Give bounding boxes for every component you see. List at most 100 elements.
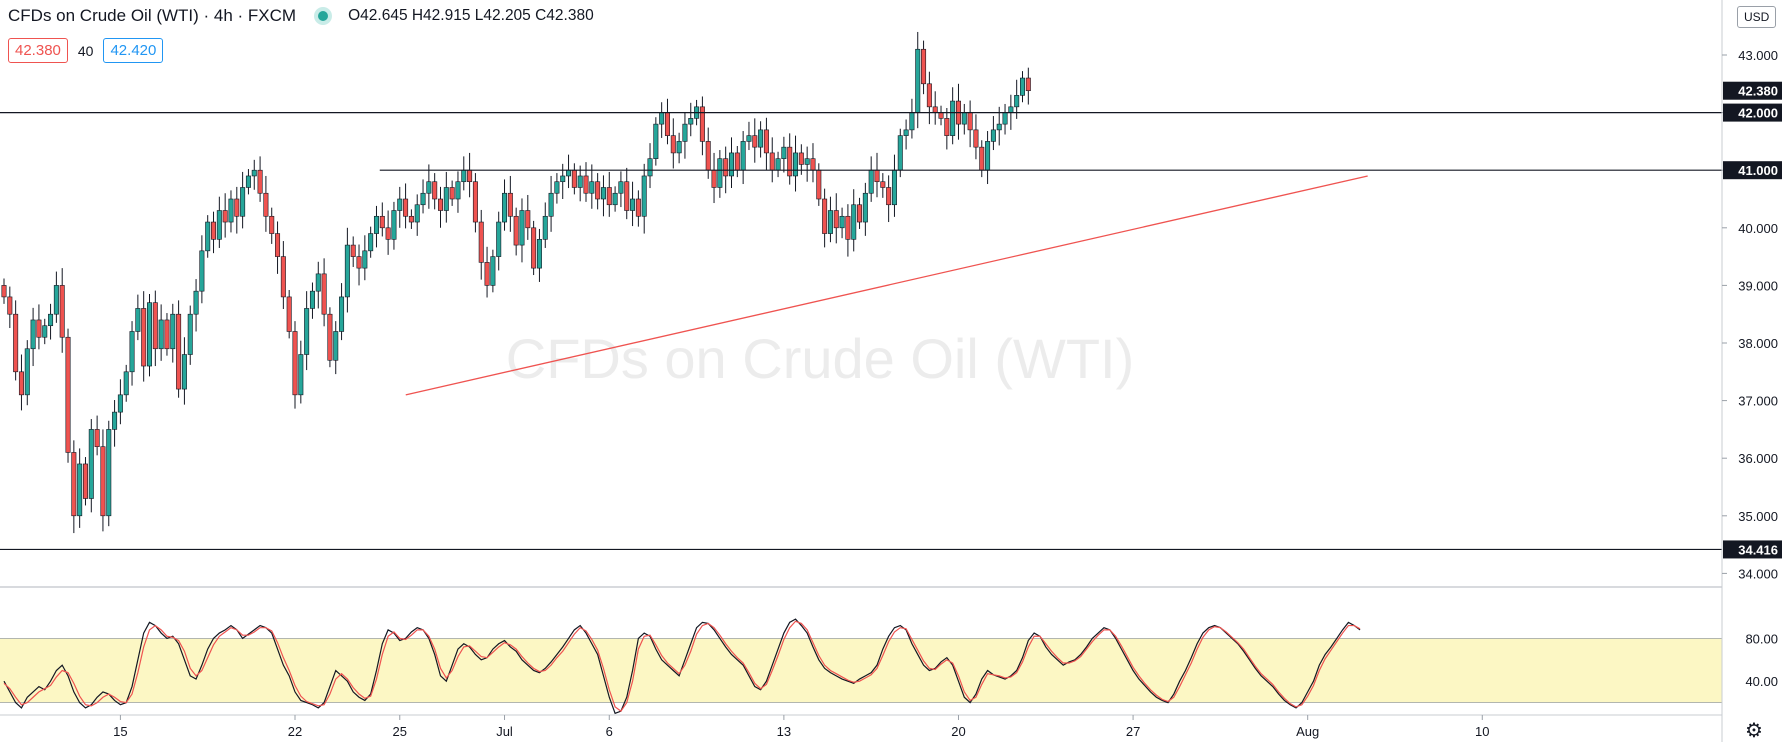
candle-body	[787, 146, 793, 177]
candle-body	[461, 169, 467, 183]
candle-body	[141, 308, 147, 367]
candle-body	[112, 411, 118, 430]
candle-body	[519, 210, 525, 246]
candle-body	[129, 331, 135, 373]
candle-body	[641, 175, 647, 217]
candle-body	[502, 192, 508, 223]
candle-body	[24, 348, 30, 396]
candle-body	[810, 158, 816, 171]
candle-body	[327, 313, 333, 361]
time-tick-label[interactable]: 6	[606, 724, 613, 739]
candle-body	[362, 250, 368, 269]
time-tick-label[interactable]: Aug	[1296, 724, 1319, 739]
candle-body	[595, 181, 601, 200]
candle-body	[77, 463, 83, 517]
candle-body	[798, 152, 804, 165]
candle-body	[676, 141, 682, 154]
candle-body	[571, 169, 577, 188]
time-tick-label[interactable]: 15	[113, 724, 127, 739]
candle-body	[36, 319, 42, 338]
price-label-text: 41.000	[1738, 163, 1778, 178]
candle-body	[670, 135, 676, 154]
time-tick-label[interactable]: 20	[951, 724, 965, 739]
price-tick-label: 39.000	[1738, 278, 1778, 293]
candle-body	[7, 296, 13, 315]
time-tick-label[interactable]: 27	[1126, 724, 1140, 739]
symbol-title[interactable]: CFDs on Crude Oil (WTI) · 4h · FXCM	[8, 6, 297, 25]
candle-body	[158, 319, 164, 350]
candle-body	[181, 354, 187, 390]
candle-body	[321, 273, 327, 315]
time-tick-label[interactable]: 10	[1475, 724, 1489, 739]
candle-body	[548, 192, 554, 217]
candle-body	[117, 394, 123, 413]
horizontal-levels[interactable]	[0, 111, 1722, 551]
candle-body	[304, 308, 310, 355]
buy-price-button[interactable]: 42.420	[103, 38, 164, 63]
candle-body	[397, 198, 403, 211]
price-tick-label: 35.000	[1738, 509, 1778, 524]
price-label-box	[1723, 103, 1782, 122]
candle-body	[53, 285, 59, 315]
candle-body	[135, 308, 141, 332]
trendlines[interactable]	[405, 175, 1368, 396]
price-axis[interactable]: 34.000 35.000 36.000 37.000 38.000 39.000 40.0…	[1721, 0, 1782, 742]
candle-body	[205, 221, 211, 252]
candle-body	[560, 175, 566, 183]
chart-header: CFDs on Crude Oil (WTI) · 4h · FXCM O42.…	[8, 6, 594, 26]
stochastic-pane	[0, 586, 1722, 715]
candle-body	[996, 123, 1002, 131]
sell-price-button[interactable]: 42.380	[8, 38, 68, 63]
candle-body	[973, 129, 979, 148]
candle-body	[420, 192, 426, 206]
candle-body	[874, 169, 880, 183]
candle-body	[891, 169, 897, 206]
candle-body	[164, 319, 170, 350]
candle-body	[455, 181, 461, 200]
candle-body	[775, 158, 781, 171]
stoch-d-line	[3, 620, 1361, 713]
candle-body	[600, 187, 606, 200]
candle-body	[280, 256, 286, 298]
candle-body	[682, 123, 688, 142]
candle-body	[536, 239, 542, 269]
time-tick-label[interactable]: 22	[288, 724, 302, 739]
candle-body	[793, 152, 799, 177]
candle-body	[822, 198, 828, 234]
stoch-k-line	[3, 618, 1361, 715]
candle-body	[403, 198, 409, 217]
candles	[1, 31, 1031, 534]
candle-body	[309, 290, 315, 309]
candle-body	[804, 158, 810, 165]
time-tick-label[interactable]: 13	[777, 724, 791, 739]
candle-body	[350, 244, 356, 257]
candle-body	[170, 313, 176, 350]
candle-body	[752, 135, 758, 148]
time-axis[interactable]: 15 22 25 Jul 6 13 20 27 Aug 10	[0, 714, 1722, 739]
candle-body	[909, 112, 915, 131]
spread-value: 40	[77, 42, 94, 59]
candle-body	[176, 313, 182, 390]
candle-body	[717, 158, 723, 188]
candle-body	[525, 210, 531, 229]
candle-body	[1019, 77, 1025, 96]
candle-body	[659, 112, 665, 125]
candle-body	[566, 169, 572, 177]
candle-body	[263, 192, 269, 217]
candle-body	[1002, 112, 1008, 125]
time-tick-label[interactable]: Jul	[496, 724, 513, 739]
gear-icon[interactable]: ⚙	[1745, 720, 1763, 742]
time-tick-label[interactable]: 25	[393, 724, 407, 739]
candle-body	[979, 146, 985, 171]
candle-body	[245, 175, 251, 188]
trendline[interactable]	[405, 175, 1368, 396]
price-label-text: 42.000	[1738, 106, 1778, 121]
price-quotes: 42.380 40 42.420	[8, 38, 164, 63]
currency-button[interactable]: USD	[1737, 6, 1777, 28]
candle-body	[48, 313, 54, 327]
candle-body	[734, 152, 740, 171]
candle-body	[664, 112, 670, 136]
candle-body	[199, 250, 205, 292]
candle-body	[542, 215, 548, 240]
